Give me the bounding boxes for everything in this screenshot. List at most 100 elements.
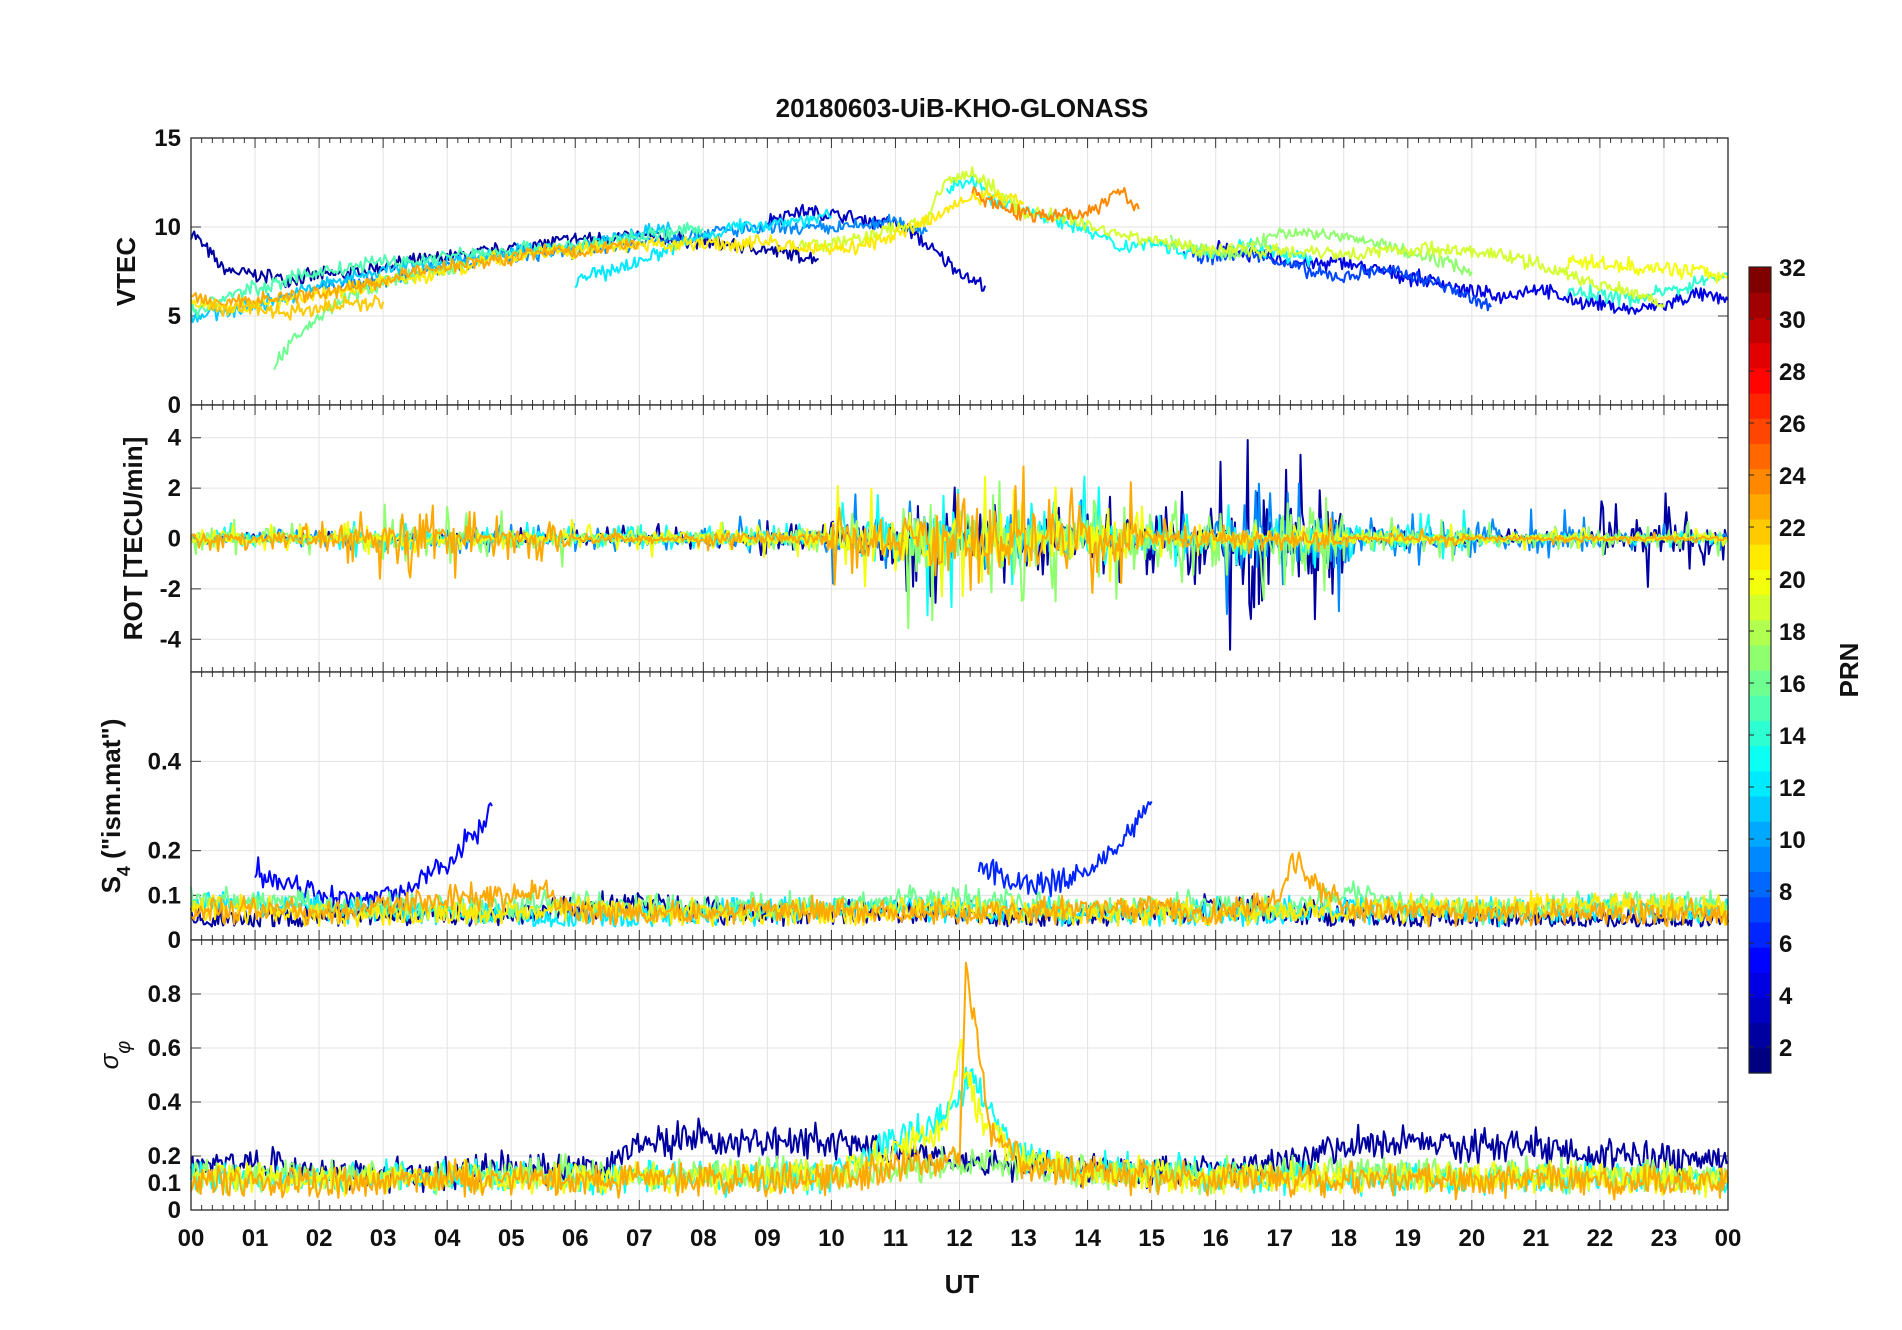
y-tick-label: 4 [168, 425, 182, 452]
colorbar-tick-label: 16 [1779, 671, 1806, 698]
colorbar-segment [1749, 267, 1771, 293]
colorbar-label: PRN [1834, 643, 1864, 698]
series-line-prn-23 [190, 961, 1729, 1201]
series-line-prn-23 [190, 465, 1729, 594]
y-tick-label: -2 [160, 576, 181, 603]
series-line-prn-4 [1214, 239, 1729, 315]
y-tick-label: 0.1 [148, 1170, 181, 1197]
colorbar-segment [1749, 795, 1771, 822]
x-tick-label: 10 [818, 1225, 845, 1252]
x-tick-label: 23 [1651, 1225, 1678, 1252]
colorbar-tick-label: 14 [1779, 723, 1806, 750]
colorbar-tick-label: 20 [1779, 567, 1806, 594]
figure-title: 20180603-UiB-KHO-GLONASS [776, 93, 1149, 123]
colorbar-segment [1749, 594, 1771, 621]
colorbar-tick-label: 8 [1779, 879, 1792, 906]
series-line-prn-24 [971, 186, 1140, 223]
x-tick-label: 14 [1074, 1225, 1101, 1252]
y-tick-label: 0 [168, 1197, 181, 1224]
y-tick-label: 0.4 [148, 748, 182, 775]
y-tick-label: 10 [154, 214, 181, 241]
x-tick-label: 00 [178, 1225, 205, 1252]
colorbar-tick-label: 32 [1779, 255, 1806, 282]
series-line-prn-20 [1566, 253, 1729, 284]
series-line-prn-22 [209, 294, 385, 321]
x-tick-label: 20 [1458, 1225, 1485, 1252]
colorbar-tick-label: 12 [1779, 775, 1806, 802]
colorbar-segment [1749, 317, 1771, 344]
y-tick-label: 0.4 [148, 1089, 182, 1116]
y-tick-label: 0.6 [148, 1035, 181, 1062]
y-tick-label: 0 [168, 927, 181, 954]
colorbar-segment [1749, 544, 1771, 570]
colorbar-tick-label: 26 [1779, 411, 1806, 438]
x-tick-label: 06 [562, 1225, 589, 1252]
colorbar-segment [1749, 493, 1771, 520]
x-tick-label: 03 [370, 1225, 397, 1252]
y-axis-label: VTEC [111, 237, 141, 307]
y-tick-label: 0.2 [148, 1143, 181, 1170]
colorbar-segment [1749, 871, 1771, 898]
colorbar-segment [1749, 644, 1771, 671]
colorbar-tick-label: 10 [1779, 827, 1806, 854]
y-tick-label: 5 [168, 303, 181, 330]
panel-frame [190, 939, 1729, 1211]
colorbar-tick-label: 18 [1779, 619, 1806, 646]
x-tick-label: 11 [883, 1225, 908, 1252]
y-tick-label: -4 [160, 626, 182, 653]
x-tick-label: 18 [1330, 1225, 1357, 1252]
x-axis-label: UT [945, 1269, 980, 1299]
colorbar-segment [1749, 443, 1771, 470]
colorbar-segment [1749, 896, 1771, 923]
colorbar-segment [1749, 418, 1771, 444]
colorbar-segment [1749, 921, 1771, 948]
x-tick-label: 13 [1010, 1225, 1037, 1252]
x-tick-label: 05 [498, 1225, 525, 1252]
colorbar-segment [1749, 367, 1771, 394]
series-line-prn-6 [977, 801, 1153, 898]
y-tick-label: 0.8 [148, 981, 181, 1008]
colorbar-segment [1749, 720, 1771, 747]
x-tick-label: 19 [1394, 1225, 1421, 1252]
x-tick-label: 17 [1266, 1225, 1293, 1252]
x-tick-label: 22 [1587, 1225, 1614, 1252]
series-line-prn-12 [574, 208, 833, 289]
panel-vtec: 0 5 10 15 VTEC [111, 125, 1729, 419]
x-tick-label: 15 [1138, 1225, 1165, 1252]
x-tick-label: 16 [1202, 1225, 1229, 1252]
x-tick-label: 00 [1715, 1225, 1742, 1252]
colorbar-segment [1749, 392, 1771, 419]
panel-rot: -4 -2 0 2 4 ROT [TECU/min] [118, 404, 1729, 673]
series-line-prn-19 [798, 166, 1665, 309]
series-line-prn-13 [945, 175, 1313, 268]
colorbar-tick-label: 30 [1779, 307, 1806, 334]
x-tick-label: 04 [434, 1225, 461, 1252]
x-tick-label: 08 [690, 1225, 717, 1252]
colorbar-segment [1749, 518, 1771, 545]
panel-s4: 0 0.1 0.2 0.4 S4 ("ism.mat") [96, 671, 1729, 954]
y-tick-label: 2 [168, 475, 181, 502]
series-line-prn-23 [190, 851, 1729, 928]
colorbar-tick-label: 24 [1779, 463, 1806, 490]
colorbar-segment [1749, 846, 1771, 873]
colorbar-segment [1749, 619, 1771, 646]
colorbar-segment [1749, 1022, 1771, 1049]
series-line-prn-21 [190, 889, 1729, 928]
colorbar-segment [1749, 997, 1771, 1024]
colorbar-tick-label: 28 [1779, 359, 1806, 386]
x-tick-label: 21 [1523, 1225, 1550, 1252]
colorbar-segment [1749, 342, 1771, 369]
colorbar-segment [1749, 1047, 1771, 1074]
y-axis-label: S4 ("ism.mat") [96, 719, 134, 894]
y-axis-label: ROT [TECU/min] [118, 437, 148, 641]
x-tick-label: 02 [306, 1225, 333, 1252]
y-tick-label: 15 [154, 125, 181, 152]
series-line-prn-23 [190, 238, 641, 309]
y-axis-label: σφ [94, 1041, 135, 1070]
colorbar-segment [1749, 569, 1771, 596]
series-line-prn-17 [1169, 227, 1473, 277]
colorbar-segment [1749, 670, 1771, 696]
